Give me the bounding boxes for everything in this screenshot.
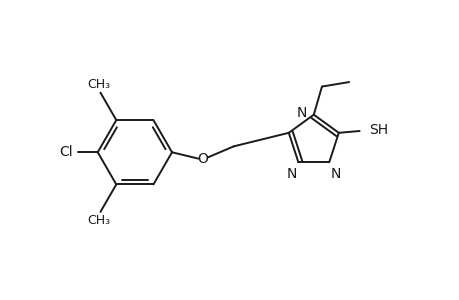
Text: CH₃: CH₃ [87,78,111,91]
Text: O: O [197,152,208,166]
Text: N: N [297,106,307,120]
Text: N: N [285,167,296,181]
Text: N: N [330,167,341,181]
Text: Cl: Cl [59,145,73,159]
Text: SH: SH [369,123,388,137]
Text: CH₃: CH₃ [87,214,111,227]
